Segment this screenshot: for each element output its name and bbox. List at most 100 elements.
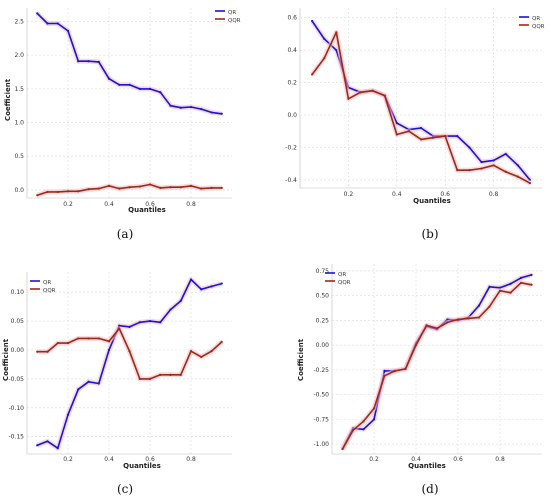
data-point-qr [138,321,141,324]
confidence-band-qr [310,19,532,182]
data-point-qqr [189,184,193,187]
x-axis-label: Quantiles [408,462,446,470]
legend-label-qqr: QQR [338,280,351,286]
x-tick-label: 0.6 [145,201,155,208]
data-point-qr [179,299,182,302]
data-point-qr [519,276,523,279]
x-tick-label: 0.4 [411,456,421,463]
legend-label-qr: QR [338,272,346,278]
data-point-qqr [516,175,519,178]
data-point-qqr [456,169,459,172]
x-tick-label: 0.8 [489,191,499,198]
x-tick-label: 0.6 [440,191,450,198]
data-point-qqr [492,164,495,167]
data-point-qqr [444,135,447,138]
data-point-qqr [393,369,397,372]
data-point-qr [530,273,533,276]
x-tick-label: 0.4 [104,456,114,463]
data-point-qqr [220,340,223,344]
y-tick-label: 0.0 [287,112,297,119]
data-point-qr [311,19,314,23]
data-point-qr [480,160,483,164]
data-point-qr [492,159,495,162]
data-point-qqr [210,350,213,353]
data-point-qr [118,83,121,86]
data-point-qr [36,444,39,447]
data-point-qqr [179,186,182,189]
data-point-qqr [488,305,491,308]
data-point-qqr [210,186,213,189]
data-point-qr [97,382,100,385]
data-point-qqr [159,373,162,376]
legend-label-qqr: QQR [532,24,545,30]
data-point-qqr [118,187,121,190]
data-point-qr [169,308,172,311]
series-line-qr [341,274,532,450]
x-axis-label: Quantiles [128,206,166,214]
panel-caption: (d) [421,482,438,496]
data-point-qr [509,282,512,285]
x-tick-label: 0.6 [145,456,155,463]
x-tick-label: 0.8 [495,456,505,463]
data-point-qqr [148,183,152,186]
x-axis-label: Quantiles [123,462,161,470]
data-point-qr [456,135,459,138]
data-point-qqr [66,341,70,345]
data-point-qr [200,107,203,111]
y-tick-label: -0.15 [8,434,24,441]
axis-spine [26,272,232,455]
data-point-qr [220,112,223,115]
axis-spine [299,8,542,189]
y-tick-label: 0.4 [287,47,297,54]
x-tick-label: 0.4 [104,201,114,208]
data-point-qqr [220,186,223,189]
data-point-qqr [341,447,344,451]
data-point-qr [56,22,59,25]
data-point-qqr [118,327,121,330]
series-line-qr [37,278,223,449]
data-point-qqr [498,289,502,292]
data-point-qqr [169,373,172,376]
data-point-qr [56,447,59,450]
legend-label-qqr: QQR [228,18,241,24]
y-tick-label: -1.00 [313,441,329,448]
x-tick-label: 0.6 [453,456,463,463]
data-point-qr [395,122,398,125]
y-tick-label: 2.0 [14,52,24,59]
data-point-qr [128,325,131,328]
y-tick-label: 0.50 [316,293,330,300]
data-point-qqr [77,190,80,193]
data-point-qr [419,126,423,130]
x-tick-label: 0.8 [186,456,196,463]
panel-d: (d) Quantiles Coefficient QR QQR 0.2 0.4 0… [297,264,542,496]
data-point-qr [323,37,326,40]
y-tick-label: 1.0 [14,120,24,127]
data-point-qr [220,282,223,285]
data-point-qqr [362,420,365,423]
y-tick-label: 0.10 [11,289,25,296]
data-point-qqr [200,187,203,190]
legend-label-qqr: QQR [43,288,56,294]
data-point-qqr [383,374,386,377]
y-tick-label: 0.0 [14,187,24,194]
data-point-qqr [66,190,70,193]
data-point-qqr [36,194,39,197]
data-point-qqr [468,169,471,172]
data-point-qr [468,146,471,149]
data-point-qr [372,418,376,421]
data-point-qqr [138,185,141,188]
data-point-qqr [56,190,59,194]
data-point-qqr [46,190,49,194]
data-point-qr [107,77,111,80]
y-tick-label: -0.4 [285,177,297,184]
data-point-qr [138,87,141,90]
data-point-qr [477,304,481,307]
data-point-qr [362,428,365,431]
data-point-qr [383,369,386,372]
data-point-qqr [435,327,439,330]
data-point-qqr [467,317,470,320]
data-point-qqr [169,186,172,189]
data-point-qqr [528,182,532,185]
panel-caption: (c) [117,482,133,496]
